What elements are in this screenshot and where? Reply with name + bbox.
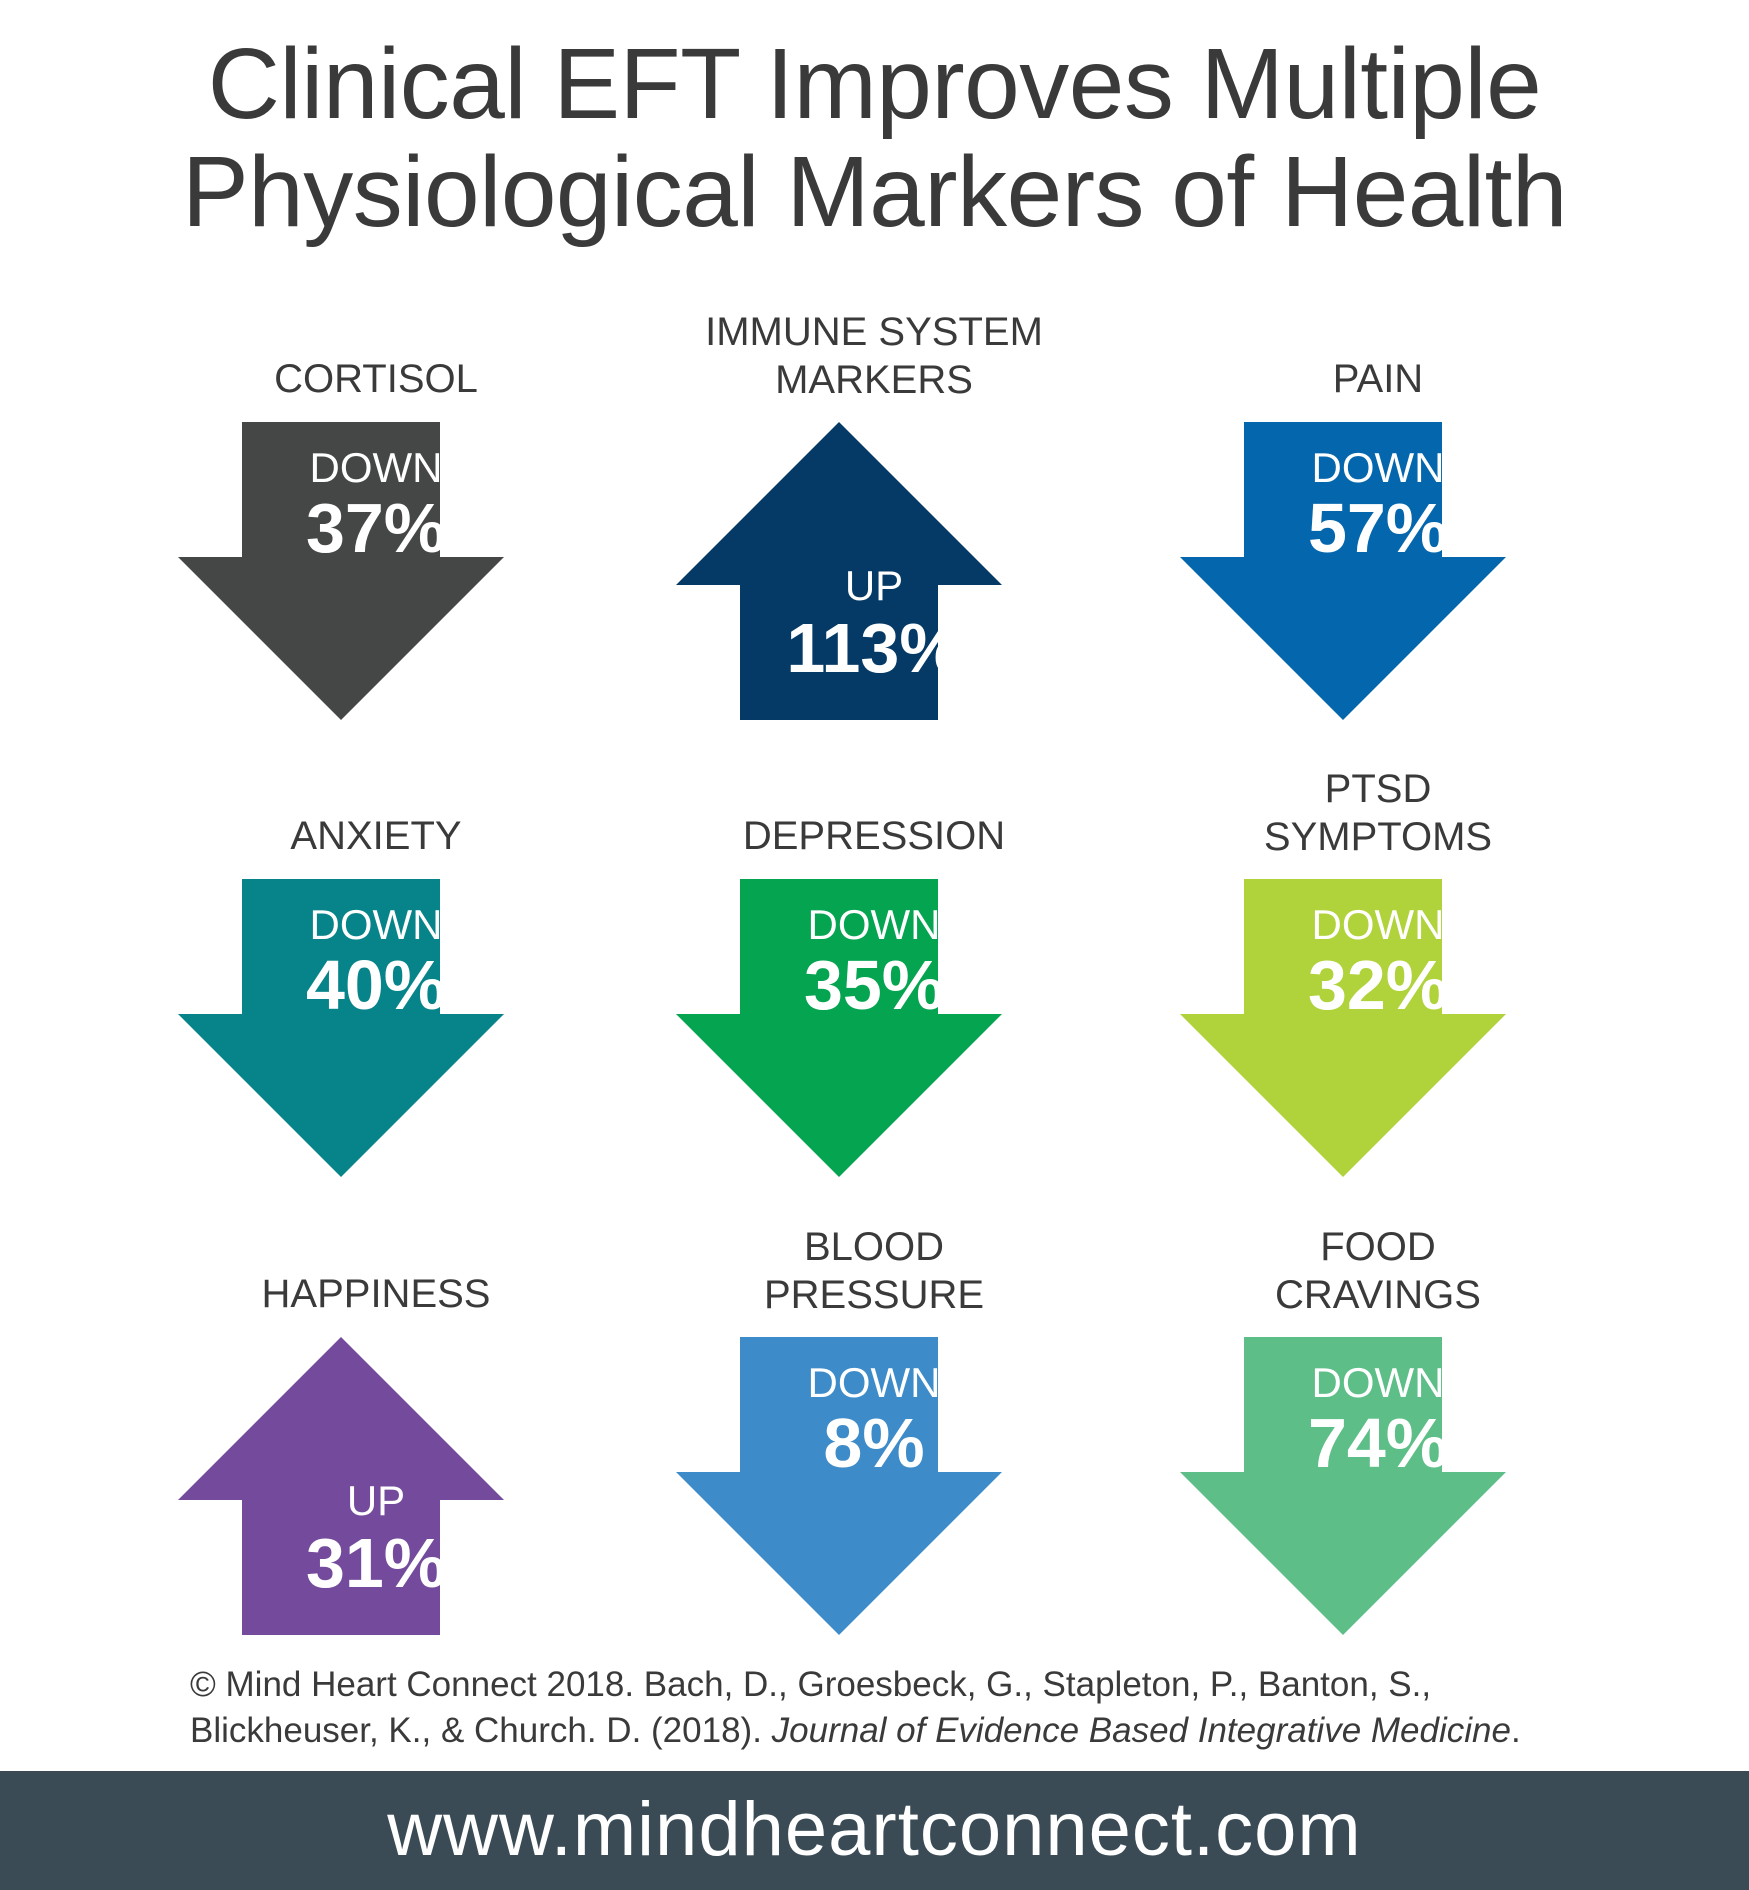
arrow-shape — [1180, 879, 1506, 1177]
marker-label: FOOD CRAVINGS — [1128, 1223, 1628, 1319]
arrow-down-icon — [676, 1337, 1002, 1635]
direction-label: DOWN — [309, 444, 443, 491]
arrow-shape — [676, 422, 1002, 720]
arrow-down-icon — [178, 879, 504, 1177]
arrow-shape — [676, 1337, 1002, 1635]
marker-label-line: CORTISOL — [274, 357, 478, 401]
arrow-down-icon — [1180, 879, 1506, 1177]
website-url[interactable]: www.mindheartconnect.com — [387, 1787, 1362, 1872]
marker-label-line: DEPRESSION — [742, 814, 1006, 858]
percent-value: 31% — [305, 1524, 447, 1602]
marker-label: CORTISOL — [126, 355, 626, 403]
percent-value: 113% — [786, 609, 962, 687]
title-line-2: Physiological Markers of Health — [181, 136, 1568, 248]
arrow-shape — [1180, 1337, 1506, 1635]
marker-label: PTSD SYMPTOMS — [1128, 765, 1628, 861]
direction-label: DOWN — [1311, 1359, 1445, 1406]
citation-journal: Journal of Evidence Based Integrative Me… — [771, 1711, 1511, 1750]
marker-label-line: HAPPINESS — [261, 1272, 491, 1316]
citation-line-1: © Mind Heart Connect 2018. Bach, D., Gro… — [190, 1665, 1432, 1704]
percent-value: 37% — [305, 489, 447, 567]
percent-value: 32% — [1307, 946, 1449, 1024]
marker-label-line: PAIN — [1332, 357, 1424, 401]
percent-value: 40% — [305, 946, 447, 1024]
arrow-up-icon — [178, 1337, 504, 1635]
marker-label-line: ANXIETY — [290, 814, 462, 858]
marker-label: BLOOD PRESSURE — [624, 1223, 1124, 1319]
arrow-shape — [178, 1337, 504, 1635]
direction-label: DOWN — [807, 1359, 941, 1406]
marker-label-line: CRAVINGS — [1275, 1273, 1481, 1317]
arrow-down-icon — [178, 422, 504, 720]
arrow-shape — [178, 422, 504, 720]
direction-label: DOWN — [1311, 901, 1445, 948]
arrow-shape — [178, 879, 504, 1177]
page-title: Clinical EFT Improves Multiple Physiolog… — [0, 30, 1749, 246]
marker-label: IMMUNE SYSTEM MARKERS — [624, 308, 1124, 404]
title-line-1: Clinical EFT Improves Multiple — [207, 28, 1542, 140]
marker-label: DEPRESSION — [624, 812, 1124, 860]
marker-label-line: IMMUNE SYSTEM — [705, 310, 1043, 354]
percent-value: 74% — [1307, 1404, 1449, 1482]
citation: © Mind Heart Connect 2018. Bach, D., Gro… — [190, 1662, 1690, 1754]
marker-label: PAIN — [1128, 355, 1628, 403]
arrow-down-icon — [676, 879, 1002, 1177]
percent-value: 8% — [823, 1404, 925, 1482]
arrow-down-icon — [1180, 422, 1506, 720]
direction-label: UP — [844, 562, 904, 609]
footer-bar: www.mindheartconnect.com — [0, 1771, 1749, 1890]
direction-label: DOWN — [1311, 444, 1445, 491]
percent-value: 57% — [1307, 489, 1449, 567]
percent-value: 35% — [803, 946, 945, 1024]
citation-line-2-authors: Blickheuser, K., & Church. D. (2018). — [190, 1711, 772, 1750]
marker-label-line: PTSD — [1324, 767, 1432, 811]
marker-label: HAPPINESS — [126, 1270, 626, 1318]
marker-label: ANXIETY — [126, 812, 626, 860]
marker-label-line: SYMPTOMS — [1263, 815, 1493, 859]
arrow-shape — [676, 879, 1002, 1177]
arrow-shape — [1180, 422, 1506, 720]
direction-label: DOWN — [807, 901, 941, 948]
marker-label-line: FOOD — [1320, 1225, 1436, 1269]
arrow-up-icon — [676, 422, 1002, 720]
marker-label-line: BLOOD — [803, 1225, 945, 1269]
arrow-down-icon — [1180, 1337, 1506, 1635]
direction-label: UP — [346, 1477, 406, 1524]
citation-line-2-end: . — [1510, 1711, 1521, 1750]
marker-label-line: MARKERS — [775, 358, 973, 402]
direction-label: DOWN — [309, 901, 443, 948]
marker-label-line: PRESSURE — [763, 1273, 985, 1317]
